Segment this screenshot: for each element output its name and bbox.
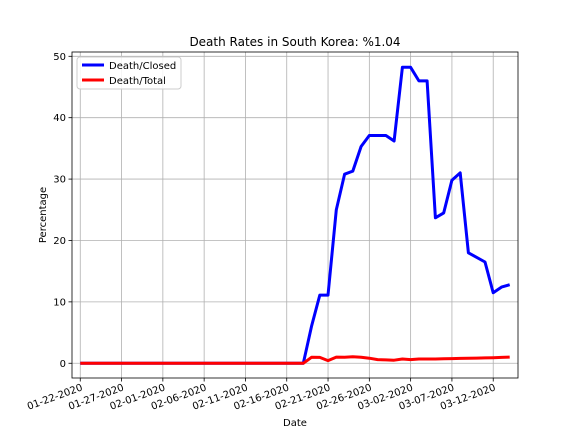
y-axis-label: Percentage (38, 187, 49, 243)
y-tick-label: 40 (53, 113, 66, 124)
chart-title: Death Rates in South Korea: %1.04 (189, 35, 400, 49)
grid (72, 52, 518, 378)
series-line-death-total (80, 355, 510, 365)
y-tick-label: 0 (60, 359, 66, 370)
y-tick-label: 30 (53, 175, 66, 186)
plot-frame (71, 51, 519, 379)
series-lines (80, 65, 511, 365)
y-tick-label: 10 (53, 297, 66, 308)
legend: Death/Closed Death/Total (76, 56, 182, 90)
y-tick-label: 20 (53, 236, 66, 247)
legend-label-death-closed: Death/Closed (109, 61, 176, 72)
x-axis-label: Date (283, 418, 307, 429)
y-tick-label: 50 (53, 52, 66, 63)
legend-label-death-total: Death/Total (109, 76, 166, 87)
